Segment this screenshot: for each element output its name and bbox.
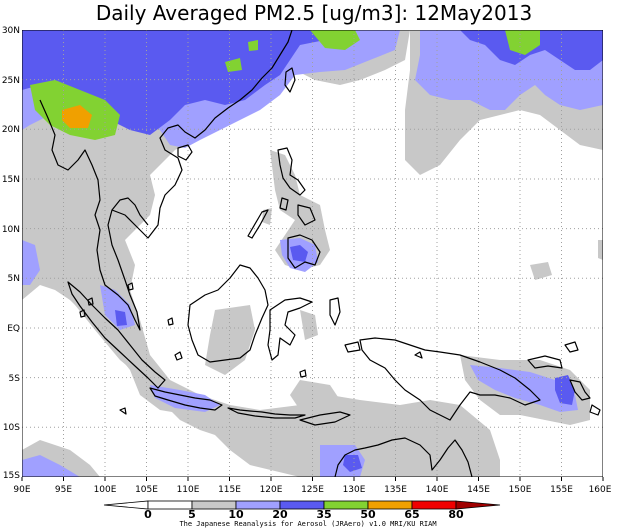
lon-label: 110E bbox=[177, 485, 200, 495]
coast-java bbox=[149, 387, 223, 411]
colorbar-segment bbox=[103, 500, 149, 510]
lat-label: 30N bbox=[2, 26, 20, 36]
lat-label: 5N bbox=[8, 274, 20, 284]
coast-small-islands bbox=[79, 282, 423, 415]
coast-palawan bbox=[247, 209, 269, 239]
gray-field-central-patch bbox=[290, 380, 340, 415]
lon-label: 105E bbox=[135, 485, 158, 495]
lat-label: 15S bbox=[3, 471, 20, 481]
colorbar-segment bbox=[147, 500, 193, 510]
orange-field-northwest bbox=[62, 105, 92, 128]
coast-taiwan bbox=[284, 67, 296, 93]
lightblue-field-java bbox=[150, 385, 220, 412]
gray-field-east-patch bbox=[530, 262, 552, 280]
lightblue-field-thailand bbox=[22, 240, 40, 285]
blue-field-new-guinea bbox=[555, 375, 575, 405]
coast-visayas bbox=[279, 197, 316, 226]
coast-lesser-sunda bbox=[227, 407, 306, 419]
lon-label: 130E bbox=[343, 485, 366, 495]
blue-field-timor bbox=[343, 455, 362, 472]
gray-field-south-band bbox=[390, 440, 420, 460]
blue-field-philippines bbox=[290, 245, 308, 262]
colorbar-tick-label: 80 bbox=[448, 508, 464, 521]
lon-label: 120E bbox=[260, 485, 283, 495]
coastlines bbox=[39, 30, 601, 477]
coast-borneo bbox=[187, 264, 269, 363]
coast-new-guinea bbox=[359, 337, 541, 421]
lon-label: 155E bbox=[550, 485, 573, 495]
lat-label: EQ bbox=[7, 324, 20, 334]
coast-timor bbox=[299, 411, 351, 426]
lon-label: 135E bbox=[384, 485, 407, 495]
colorbar-tick-label: 0 bbox=[144, 508, 152, 521]
gray-field-borneo-a bbox=[205, 305, 255, 375]
frame-ticks bbox=[21, 477, 604, 481]
lon-label: 145E bbox=[467, 485, 490, 495]
green-field-north-middle bbox=[310, 30, 360, 50]
coast-sumatra bbox=[67, 281, 166, 389]
colorbar-tick-label: 10 bbox=[228, 508, 244, 521]
data-credit: The Japanese Reanalysis for Aerosol (JRA… bbox=[179, 520, 436, 528]
green-field-patch-b bbox=[248, 40, 258, 51]
colorbar-tick-labels: 0 5 10 20 35 50 65 80 bbox=[144, 508, 464, 521]
lat-label: 15N bbox=[2, 175, 20, 185]
map-title: Daily Averaged PM2.5 [ug/m3]: 12May2013 bbox=[96, 1, 532, 25]
colorbar-tick-label: 5 bbox=[188, 508, 196, 521]
lon-label: 140E bbox=[426, 485, 449, 495]
coast-mainland bbox=[39, 30, 293, 331]
coast-luzon bbox=[277, 147, 306, 196]
green-field-patch-a bbox=[225, 58, 242, 72]
gray-field-sumatra bbox=[60, 280, 165, 385]
colorbar-tick-label: 35 bbox=[316, 508, 331, 521]
latitude-labels: 30N 25N 20N 15N 10N 5N EQ 5S 10S 15S bbox=[2, 26, 20, 481]
colorbar-tick-label: 50 bbox=[360, 508, 376, 521]
gray-field-patch-b bbox=[262, 208, 272, 225]
colorbar-segment bbox=[455, 500, 501, 510]
lon-label: 125E bbox=[301, 485, 324, 495]
lat-label: 10N bbox=[2, 225, 20, 235]
lat-label: 25N bbox=[2, 76, 20, 86]
lon-label: 100E bbox=[94, 485, 117, 495]
colorbar bbox=[103, 500, 501, 510]
lightblue-field-patch-a bbox=[180, 122, 198, 140]
blue-field-malaya bbox=[115, 310, 127, 326]
lightblue-field-malaya bbox=[100, 285, 135, 330]
coast-gulf-thailand bbox=[111, 197, 149, 226]
lat-label: 10S bbox=[3, 423, 20, 433]
lon-label: 95E bbox=[55, 485, 72, 495]
lon-label: 150E bbox=[509, 485, 532, 495]
lightblue-field-new-guinea bbox=[470, 365, 578, 412]
coast-new-britain bbox=[527, 341, 579, 369]
coast-australia-north bbox=[334, 437, 473, 477]
coast-mindanao bbox=[287, 234, 321, 269]
gray-field-far-east-patch bbox=[598, 240, 603, 260]
green-field-northeast bbox=[505, 30, 540, 55]
lon-label: 160E bbox=[589, 485, 612, 495]
colorbar-tick-label: 65 bbox=[404, 508, 419, 521]
lon-label: 90E bbox=[13, 485, 30, 495]
map-plot-area bbox=[22, 30, 603, 477]
gray-field-borneo-b bbox=[300, 310, 318, 340]
coast-sulawesi bbox=[267, 297, 313, 361]
orange-concentration-fields bbox=[62, 105, 92, 128]
lightblue-field-southwest bbox=[22, 455, 80, 477]
longitude-labels: 90E 95E 100E 105E 110E 115E 120E 125E 13… bbox=[13, 485, 611, 495]
lat-label: 20N bbox=[2, 125, 20, 135]
coast-hainan bbox=[177, 144, 193, 161]
lon-label: 115E bbox=[218, 485, 241, 495]
coast-moluccas bbox=[329, 297, 361, 353]
coast-solomons bbox=[569, 379, 601, 416]
lat-label: 5S bbox=[9, 374, 21, 384]
colorbar-tick-label: 20 bbox=[272, 508, 288, 521]
